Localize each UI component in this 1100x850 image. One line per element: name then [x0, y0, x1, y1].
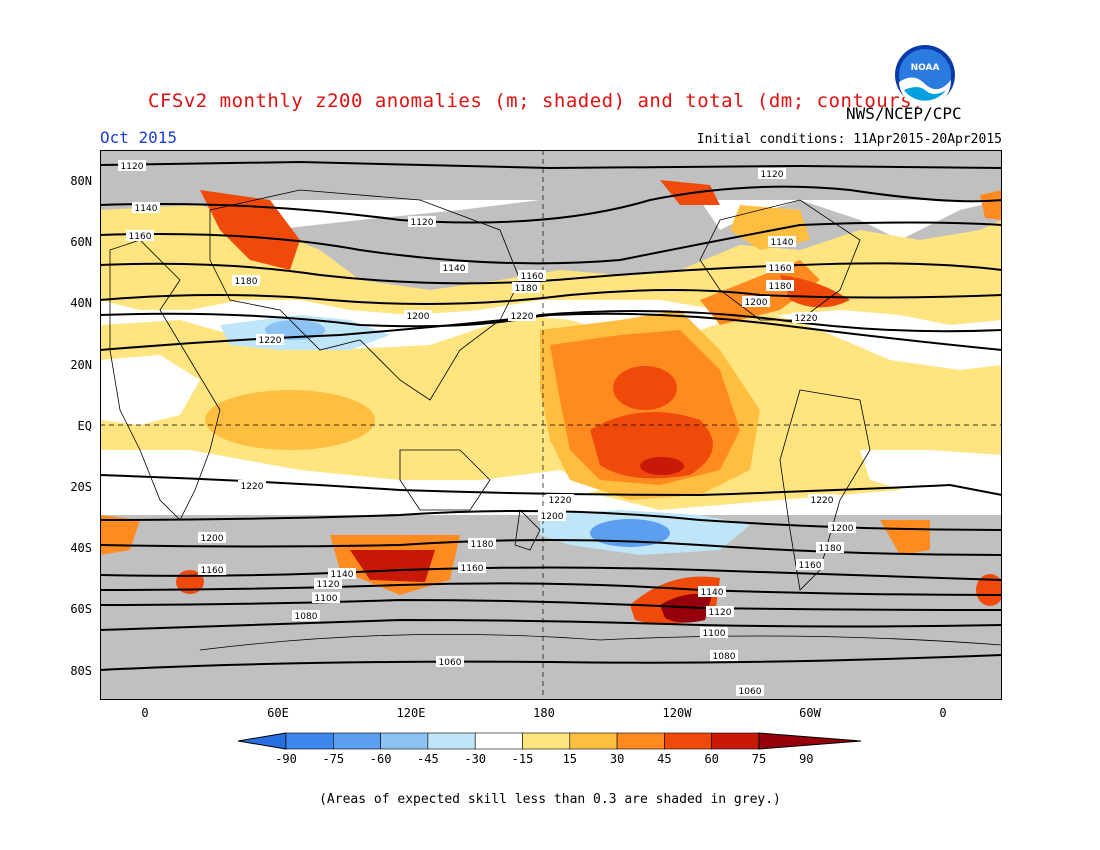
contour-label: 1200	[201, 534, 224, 544]
latitude-label: 80S	[70, 664, 92, 678]
contour-label: 1140	[135, 204, 158, 214]
latitude-label: EQ	[77, 419, 92, 433]
contour-label: 1160	[461, 564, 484, 574]
colorbar-swatch	[711, 732, 760, 750]
contour-label: 1060	[739, 687, 762, 697]
initial-conditions: Initial conditions: 11Apr2015-20Apr2015	[696, 132, 1002, 147]
colorbar-swatch	[474, 732, 523, 750]
contour-label: 1140	[701, 588, 724, 598]
longitude-label: 0	[939, 706, 947, 720]
contour-label: 1180	[515, 284, 538, 294]
skill-footnote: (Areas of expected skill less than 0.3 a…	[319, 792, 781, 807]
contour-labels: 1120112011201140114011401140114011601160…	[118, 160, 856, 697]
agency-label: NWS/NCEP/CPC	[846, 104, 962, 123]
contour-label: 1080	[295, 612, 318, 622]
colorbar-tick-label: -75	[322, 752, 345, 766]
latitude-label: 60S	[70, 602, 92, 616]
latitude-label: 80N	[70, 174, 92, 188]
chart-title: CFSv2 monthly z200 anomalies (m; shaded)…	[148, 90, 925, 112]
colorbar-swatch	[333, 732, 381, 750]
longitude-label: 0	[141, 706, 149, 720]
colorbar-swatch	[285, 732, 334, 750]
logo-text: NOAA	[911, 63, 940, 73]
contour-label: 1120	[411, 218, 434, 228]
latitude-label: 20N	[70, 358, 92, 372]
colorbar-tick-label: -45	[417, 752, 439, 766]
longitude-label: 180	[533, 706, 555, 720]
contour-label: 1200	[407, 312, 430, 322]
contour-label: 1140	[331, 570, 354, 580]
contour-label: 1120	[121, 162, 144, 172]
contour-label: 1220	[511, 312, 534, 322]
colorbar-swatch	[664, 732, 712, 750]
colorbar-swatch	[380, 732, 429, 750]
colorbar-tick-label: 30	[609, 752, 625, 766]
colorbar-tick-label: -90	[275, 752, 297, 766]
colorbar-swatch	[522, 732, 571, 750]
noaa-logo: NOAA	[895, 45, 955, 106]
contour-label: 1120	[761, 170, 784, 180]
longitude-label: 60E	[267, 706, 289, 720]
contour-label: 1200	[745, 298, 768, 308]
colorbar-tick-label: 15	[562, 752, 578, 766]
contour-label: 1180	[769, 282, 792, 292]
colorbar-tick-label: -30	[464, 752, 487, 766]
colorbar-tick-label: -60	[369, 752, 392, 766]
colorbar-swatch	[427, 732, 476, 750]
contour-label: 1180	[819, 544, 842, 554]
colorbar	[238, 732, 862, 750]
contour-label: 1180	[235, 277, 258, 287]
colorbar-swatch	[569, 732, 618, 750]
contour-label: 1160	[201, 566, 224, 576]
contour-label: 1220	[241, 482, 264, 492]
forecast-month: Oct 2015	[100, 128, 178, 147]
anomaly-map: 1120112011201140114011401140114011601160…	[100, 150, 1002, 700]
latitude-label: 60N	[70, 235, 92, 249]
colorbar-tick-label: 45	[657, 752, 672, 766]
contour-label: 1220	[259, 336, 282, 346]
contour-label: 1120	[317, 580, 340, 590]
contour-label: 1120	[709, 608, 732, 618]
contour-label: 1080	[713, 652, 736, 662]
latitude-label: 40N	[70, 296, 92, 310]
contour-label: 1160	[129, 232, 152, 242]
contour-label: 1220	[795, 314, 818, 324]
colorbar-tick-label: -15	[511, 752, 534, 766]
colorbar-left-arrow	[238, 732, 287, 750]
coastlines	[109, 189, 1002, 651]
latitude-label: 20S	[70, 480, 92, 494]
colorbar-tick-label: 90	[799, 752, 814, 766]
contour-label: 1140	[443, 264, 466, 274]
longitude-label: 120E	[396, 706, 426, 720]
colorbar-right-arrow	[758, 732, 862, 750]
contour-label: 1220	[549, 496, 572, 506]
contour-label: 1220	[811, 496, 834, 506]
colorbar-tick-label: 75	[751, 752, 767, 766]
longitude-label: 60W	[799, 706, 821, 720]
contour-label: 1160	[769, 264, 792, 274]
contour-label: 1160	[799, 561, 822, 571]
grid	[100, 150, 1002, 700]
contour-label: 1180	[471, 540, 494, 550]
contour-label: 1160	[521, 272, 544, 282]
contour-label: 1100	[703, 629, 726, 639]
contour-label: 1140	[771, 238, 794, 248]
colorbar-swatch	[616, 732, 665, 750]
latitude-label: 40S	[70, 541, 92, 555]
longitude-label: 120W	[662, 706, 692, 720]
contour-label: 1200	[831, 524, 854, 534]
contour-label: 1100	[315, 594, 338, 604]
contour-label: 1060	[439, 658, 462, 668]
contour-label: 1200	[541, 512, 564, 522]
colorbar-tick-label: 60	[704, 752, 719, 766]
